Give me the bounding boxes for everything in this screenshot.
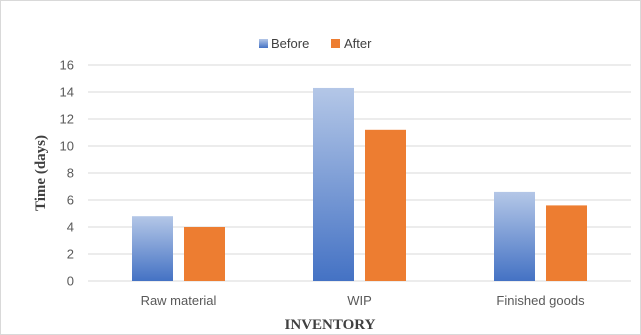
y-tick-label: 0 xyxy=(67,274,74,289)
y-tick-label: 4 xyxy=(67,220,74,235)
bar-after-1 xyxy=(365,129,406,281)
y-tick-label: 16 xyxy=(60,58,74,73)
x-tick-label: Raw material xyxy=(141,293,217,308)
legend-label-before: Before xyxy=(271,36,309,51)
bar-after-2 xyxy=(546,205,587,281)
gridlines xyxy=(88,64,631,282)
bar-before-1 xyxy=(313,87,354,281)
legend-swatch-after xyxy=(331,39,340,48)
y-axis-title: Time (days) xyxy=(33,135,49,211)
y-tick-label: 10 xyxy=(60,139,74,154)
y-tick-label: 2 xyxy=(67,247,74,262)
y-tick-labels: 0 2 4 6 8 10 12 14 16 xyxy=(60,58,74,289)
x-tick-labels: Raw material WIP Finished goods xyxy=(141,293,586,308)
y-tick-label: 12 xyxy=(60,112,74,127)
x-axis-title: INVENTORY xyxy=(285,317,376,333)
bar-before-2 xyxy=(494,191,535,281)
x-tick-label: Finished goods xyxy=(496,293,585,308)
bar-after-0 xyxy=(184,227,225,281)
x-tick-label: WIP xyxy=(347,293,372,308)
legend: Before After xyxy=(259,36,372,51)
legend-label-after: After xyxy=(344,36,372,51)
bars xyxy=(132,87,587,281)
bar-before-0 xyxy=(132,216,173,281)
y-tick-label: 14 xyxy=(60,85,74,100)
y-tick-label: 8 xyxy=(67,166,74,181)
y-tick-label: 6 xyxy=(67,193,74,208)
legend-swatch-before xyxy=(259,39,268,48)
